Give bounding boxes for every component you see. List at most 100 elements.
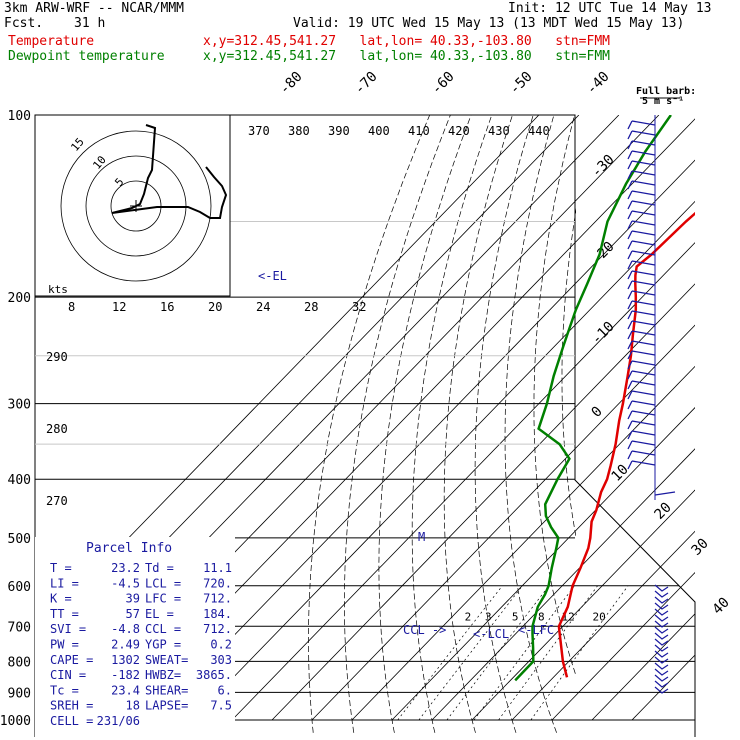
wind-barb: [627, 420, 656, 430]
lcl-annotation: <-LCL: [473, 627, 509, 641]
parcel-info-cell: SVI =: [50, 622, 86, 636]
temperature-profile: [557, 211, 695, 678]
wind-barb: [627, 450, 656, 460]
wind-barb: [627, 370, 656, 380]
wind-barb: [654, 668, 669, 676]
dry-adiabat-line: [589, 115, 678, 733]
wind-barb: [627, 140, 656, 150]
parcel-info-cell: 0.2: [210, 638, 232, 652]
dry-adiabat-line: [443, 115, 513, 733]
theta-label: 400: [368, 124, 390, 138]
wind-barb: [627, 430, 656, 440]
parcel-info-cell: 39: [126, 592, 140, 606]
theta-label: 440: [528, 124, 550, 138]
hodograph-speed-tick: 12: [112, 300, 126, 314]
parcel-info-cell: 18: [126, 699, 140, 713]
mixing-ratio-line: [418, 585, 523, 721]
wind-barb: [654, 632, 669, 640]
wind-barb: [627, 330, 656, 340]
wind-barb: [627, 460, 656, 470]
pressure-tick-label: 500: [8, 532, 31, 547]
wind-barb: [627, 170, 656, 180]
mixing-ratio-label: 20: [592, 610, 605, 623]
mixing-ratio-label: 5: [512, 610, 519, 623]
theta-label: 380: [288, 124, 310, 138]
parcel-info-cell: HWBZ=: [145, 668, 181, 682]
parcel-info-cell: 23.2: [111, 561, 140, 575]
hodograph-speed-tick: 16: [160, 300, 174, 314]
isotherm-line: [431, 448, 695, 721]
wind-barb: [654, 620, 669, 628]
wind-barb: [627, 300, 656, 310]
barb-legend-label: Full barb:: [636, 86, 696, 97]
isotherm-label: 0: [589, 404, 606, 421]
wind-barb: [654, 662, 669, 670]
dry-adiabat-line: [561, 208, 576, 539]
pressure-tick-label: 700: [8, 620, 31, 635]
hodograph-speed-tick: 32: [352, 300, 366, 314]
parcel-info-cell: EL =: [145, 607, 174, 621]
wind-barb: [654, 584, 669, 592]
parcel-info-cell: 2.49: [111, 638, 140, 652]
parcel-info-cell: 23.4: [111, 683, 140, 697]
isotherm-label: -70: [352, 69, 381, 98]
pressure-tick-label: 400: [8, 473, 31, 488]
isotherm-line: [351, 365, 695, 721]
dry-adiabat-line: [690, 115, 740, 733]
pressure-tick-label: 800: [8, 655, 31, 670]
parcel-info-cell: Td =: [145, 561, 174, 575]
hodograph-speed-tick: 20: [208, 300, 222, 314]
wind-barb: [654, 686, 669, 694]
wind-barb: [627, 250, 656, 260]
dry-adiabat-line: [666, 115, 740, 733]
wind-barb: [627, 380, 656, 390]
parcel-info-cell: 720.: [203, 576, 232, 590]
isotherm-label: -10: [589, 319, 618, 348]
dewpoint-profile: [514, 115, 672, 682]
isotherm-line: [511, 530, 695, 721]
parcel-info-cell: TT =: [50, 607, 79, 621]
parcel-info-cell: CCL =: [145, 622, 181, 636]
parcel-info-cell: 184.: [203, 607, 232, 621]
parcel-info-cell: LAPSE=: [145, 699, 188, 713]
parcel-info-cell: LCL =: [145, 576, 181, 590]
parcel-info-cell: SREH =: [50, 699, 93, 713]
wind-barb: [627, 440, 656, 450]
mixing-ratio-line: [530, 585, 629, 721]
wind-barb: [627, 230, 656, 240]
legend-temperature: Temperature: [8, 34, 95, 49]
parcel-info-cell: 57: [126, 607, 140, 621]
isotherm-line: [271, 283, 695, 721]
kts-label: kts: [48, 283, 68, 296]
parcel-info-cell: 303: [210, 653, 232, 667]
wind-barb: [654, 644, 669, 652]
wind-barb: [627, 210, 656, 220]
parcel-info-cell: -182: [111, 668, 140, 682]
wind-barb: [654, 491, 676, 496]
theta-label: 410: [408, 124, 430, 138]
wind-barb: [654, 602, 669, 610]
parcel-info-cell: PW =: [50, 638, 79, 652]
ccl-annotation: CCL ->: [403, 623, 446, 637]
hodograph-speed-tick: 24: [256, 300, 270, 314]
pressure-tick-label: 100: [8, 109, 31, 124]
parcel-info-cell: LFC =: [145, 592, 181, 606]
wind-barb: [627, 150, 656, 160]
isotherm-label: -60: [429, 69, 458, 98]
wind-barb: [627, 240, 656, 250]
wind-barb: [627, 320, 656, 330]
parcel-info-cell: YGP =: [145, 638, 181, 652]
isotherm-label: 30: [689, 536, 712, 559]
wind-barb: [627, 200, 656, 210]
mixing-ratio-line: [498, 585, 598, 721]
isotherm-line: [311, 324, 695, 721]
parcel-info-cell: Tc =: [50, 683, 79, 697]
height-label: 270: [46, 494, 68, 508]
wind-barb: [654, 674, 669, 682]
isotherm-line: [151, 159, 695, 721]
theta-label: 430: [488, 124, 510, 138]
pressure-tick-label: 1000: [0, 714, 31, 729]
wind-barb: [627, 270, 656, 280]
forecast-hour: 31 h: [74, 16, 106, 31]
